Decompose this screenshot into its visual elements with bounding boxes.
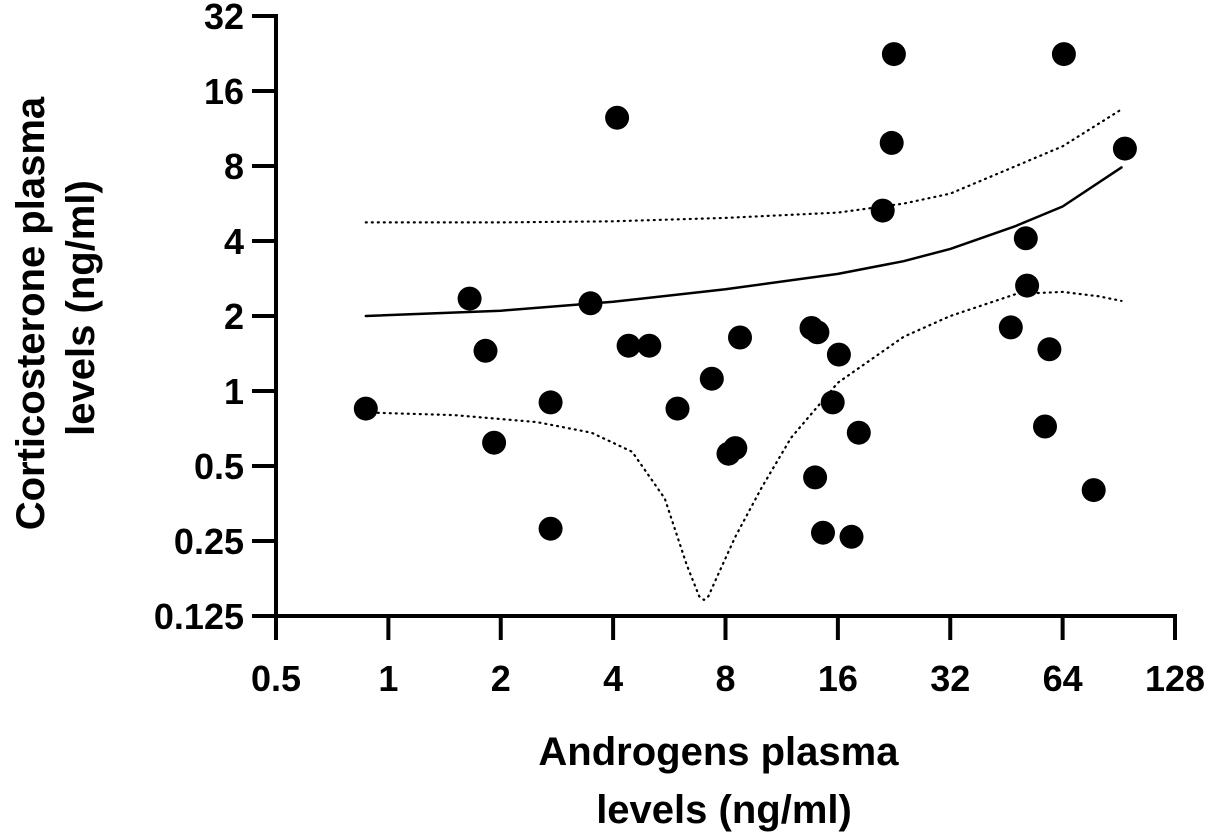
x-tick-label: 2 bbox=[491, 658, 511, 699]
y-tick-label: 2 bbox=[224, 296, 244, 337]
data-point bbox=[538, 390, 563, 415]
data-point bbox=[826, 342, 851, 367]
y-tick-label: 16 bbox=[204, 71, 244, 112]
regression-curves bbox=[364, 108, 1123, 602]
data-point bbox=[616, 333, 641, 358]
x-tick-label: 4 bbox=[603, 658, 623, 699]
data-point bbox=[578, 291, 603, 316]
y-tick-label: 4 bbox=[224, 221, 244, 262]
data-point bbox=[1037, 337, 1062, 362]
confidence-band-lower bbox=[364, 290, 1123, 602]
x-tick-label: 0.5 bbox=[251, 658, 301, 699]
confidence-band-upper bbox=[364, 108, 1123, 224]
data-point bbox=[998, 315, 1023, 340]
y-tick-label: 1 bbox=[224, 371, 244, 412]
y-axis-title-line-1: Corticosterone plasma bbox=[9, 96, 53, 530]
y-tick-label: 0.5 bbox=[194, 446, 244, 487]
data-point bbox=[820, 390, 845, 415]
x-axis-title-line-1: Androgens plasma bbox=[538, 730, 899, 774]
data-points bbox=[353, 42, 1137, 549]
data-point bbox=[353, 396, 378, 421]
axes: 0.125 0.25 0.5 1 2 4 8 16 32 0.5 1 2 4 8 16 32 64 128 bbox=[154, 0, 1205, 699]
x-tick-label: 128 bbox=[1145, 658, 1205, 699]
data-point bbox=[637, 333, 662, 358]
data-point bbox=[846, 420, 871, 445]
x-tick-label: 64 bbox=[1043, 658, 1083, 699]
y-tick-label: 0.125 bbox=[154, 596, 244, 637]
y-axis-title: Corticosterone plasma levels (ng/ml) bbox=[9, 86, 103, 531]
data-point bbox=[805, 320, 830, 345]
data-point bbox=[803, 465, 828, 490]
data-point bbox=[1051, 42, 1076, 67]
data-point bbox=[728, 325, 752, 350]
x-tick-label: 1 bbox=[378, 658, 398, 699]
x-axis-title-line-2: levels (ng/ml) bbox=[596, 788, 852, 832]
y-tick-label: 32 bbox=[204, 0, 244, 37]
data-point bbox=[473, 338, 498, 363]
data-point bbox=[870, 198, 895, 223]
data-point bbox=[1013, 226, 1038, 251]
data-point bbox=[457, 286, 482, 311]
data-point bbox=[1033, 414, 1057, 439]
y-tick-label: 0.25 bbox=[174, 521, 244, 562]
data-point bbox=[839, 524, 864, 549]
data-point bbox=[723, 436, 748, 461]
data-point bbox=[1112, 136, 1137, 161]
x-axis-title: Androgens plasma levels (ng/ml) bbox=[538, 730, 909, 832]
data-point bbox=[879, 130, 904, 155]
x-tick-label: 16 bbox=[818, 658, 858, 699]
y-axis-title-line-2: levels (ng/ml) bbox=[59, 180, 103, 436]
data-point bbox=[665, 396, 690, 421]
y-tick-label: 8 bbox=[224, 146, 244, 187]
data-point bbox=[699, 366, 724, 391]
data-point bbox=[1081, 478, 1106, 503]
data-point bbox=[811, 520, 835, 545]
x-tick-label: 32 bbox=[930, 658, 970, 699]
data-point bbox=[482, 430, 507, 455]
data-point bbox=[881, 42, 906, 67]
fit-line bbox=[364, 166, 1123, 318]
data-point bbox=[605, 105, 630, 130]
data-point bbox=[538, 516, 563, 541]
data-point bbox=[1015, 273, 1040, 298]
x-tick-label: 8 bbox=[715, 658, 735, 699]
